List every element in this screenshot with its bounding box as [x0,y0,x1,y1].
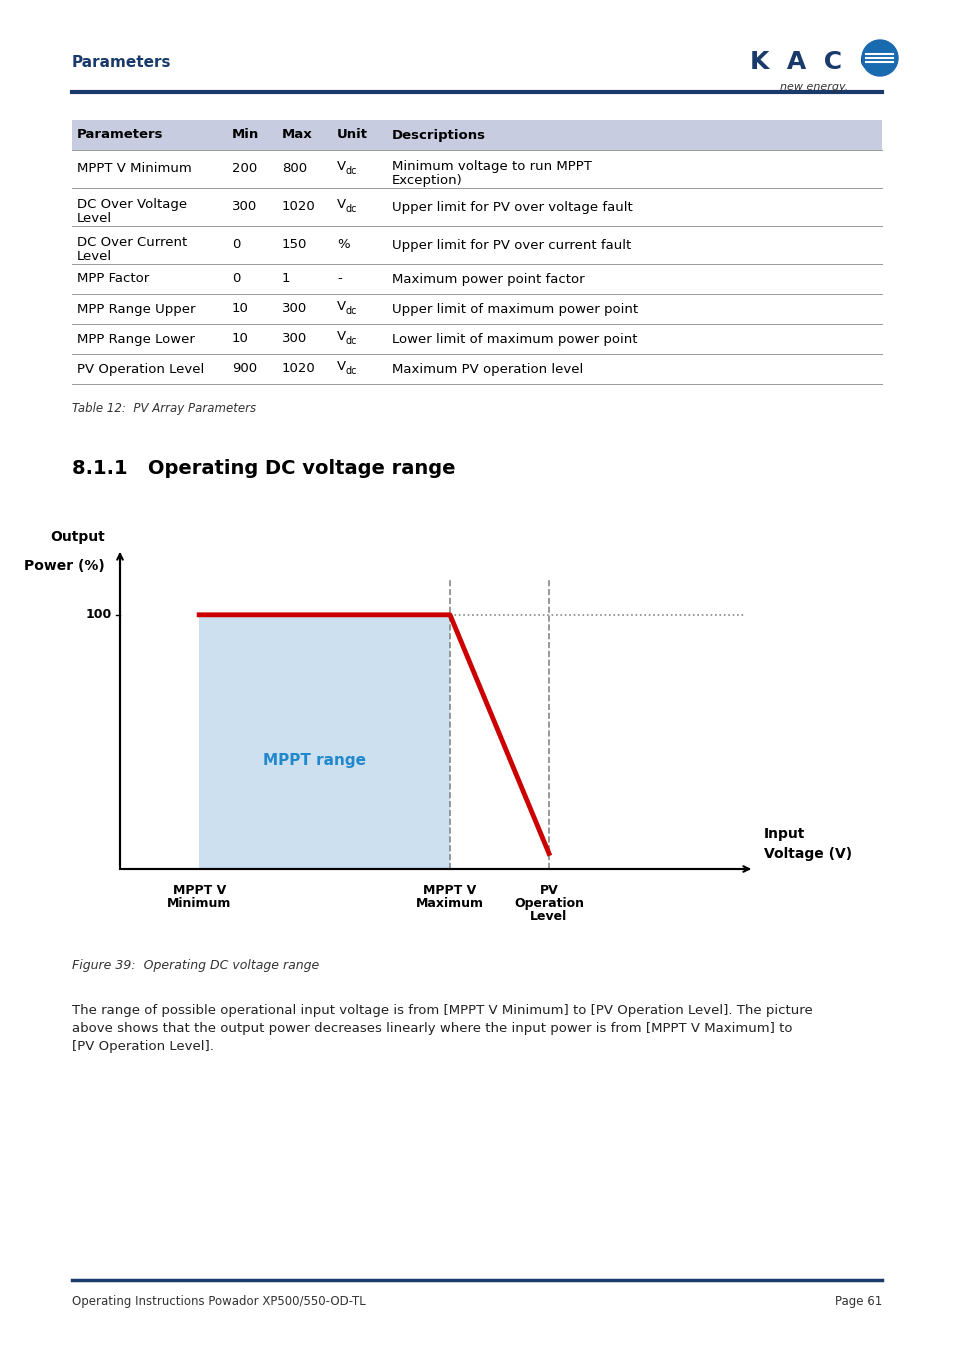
Text: MPPT V Minimum: MPPT V Minimum [77,162,192,176]
Text: Minimum voltage to run MPPT: Minimum voltage to run MPPT [392,161,591,173]
Text: above shows that the output power decreases linearly where the input power is fr: above shows that the output power decrea… [71,1022,792,1035]
Text: Operating Instructions Powador XP500/550-OD-TL: Operating Instructions Powador XP500/550… [71,1295,365,1308]
Text: %: % [336,239,349,251]
Text: 1020: 1020 [282,201,315,213]
Text: dc: dc [346,166,357,176]
Text: 900: 900 [232,363,257,375]
Text: Page 61: Page 61 [834,1295,882,1308]
Text: dc: dc [346,336,357,346]
Text: MPP Range Lower: MPP Range Lower [77,332,194,346]
Text: MPPT V: MPPT V [172,884,226,896]
FancyBboxPatch shape [71,120,882,150]
Text: V: V [336,161,346,174]
Text: Parameters: Parameters [71,55,172,70]
Text: Upper limit for PV over voltage fault: Upper limit for PV over voltage fault [392,201,632,213]
Text: 300: 300 [282,332,307,346]
Text: Maximum: Maximum [416,896,483,910]
Text: Min: Min [232,128,259,142]
Text: The range of possible operational input voltage is from [MPPT V Minimum] to [PV : The range of possible operational input … [71,1004,812,1017]
Text: Upper limit for PV over current fault: Upper limit for PV over current fault [392,239,631,251]
Text: 0: 0 [232,239,240,251]
Text: 300: 300 [282,302,307,316]
Text: V: V [336,360,346,374]
Text: 0: 0 [232,273,240,285]
Text: 200: 200 [232,162,257,176]
Text: 100: 100 [86,609,112,621]
Circle shape [862,40,897,76]
Text: V: V [336,331,346,343]
Text: 1020: 1020 [282,363,315,375]
Text: 300: 300 [232,201,257,213]
Text: Figure 39:  Operating DC voltage range: Figure 39: Operating DC voltage range [71,958,319,972]
Text: MPP Factor: MPP Factor [77,273,149,285]
Text: Upper limit of maximum power point: Upper limit of maximum power point [392,302,638,316]
Polygon shape [199,614,450,869]
Text: Level: Level [530,910,567,923]
Text: Power (%): Power (%) [24,559,105,572]
Text: Maximum power point factor: Maximum power point factor [392,273,584,285]
Text: V: V [336,198,346,212]
Text: Parameters: Parameters [77,128,163,142]
Text: Minimum: Minimum [167,896,232,910]
Text: DC Over Voltage: DC Over Voltage [77,198,187,211]
Text: Level: Level [77,250,112,263]
Text: 1: 1 [282,273,291,285]
Text: K  A  C  O: K A C O [749,50,880,74]
Text: MPP Range Upper: MPP Range Upper [77,302,195,316]
Text: Exception): Exception) [392,174,462,188]
Text: PV Operation Level: PV Operation Level [77,363,204,375]
Text: -: - [336,273,341,285]
Text: Descriptions: Descriptions [392,128,485,142]
Text: V: V [336,301,346,313]
Text: Lower limit of maximum power point: Lower limit of maximum power point [392,332,637,346]
Text: dc: dc [346,204,357,215]
Text: MPPT range: MPPT range [263,753,366,768]
Text: Maximum PV operation level: Maximum PV operation level [392,363,582,375]
Text: dc: dc [346,366,357,377]
Text: MPPT V: MPPT V [423,884,476,896]
Text: Input: Input [763,828,804,841]
Text: 10: 10 [232,332,249,346]
Text: DC Over Current: DC Over Current [77,236,187,248]
Text: 10: 10 [232,302,249,316]
Text: 8.1.1   Operating DC voltage range: 8.1.1 Operating DC voltage range [71,459,455,478]
Text: Voltage (V): Voltage (V) [763,846,851,861]
Text: [PV Operation Level].: [PV Operation Level]. [71,1040,213,1053]
Text: Operation: Operation [514,896,583,910]
Text: Unit: Unit [336,128,368,142]
Text: 800: 800 [282,162,307,176]
Text: PV: PV [539,884,558,896]
Text: 150: 150 [282,239,307,251]
Text: Table 12:  PV Array Parameters: Table 12: PV Array Parameters [71,402,255,414]
Text: dc: dc [346,306,357,316]
Text: new energy.: new energy. [780,82,847,92]
Text: Output: Output [51,531,105,544]
Text: Max: Max [282,128,313,142]
Text: Level: Level [77,212,112,225]
